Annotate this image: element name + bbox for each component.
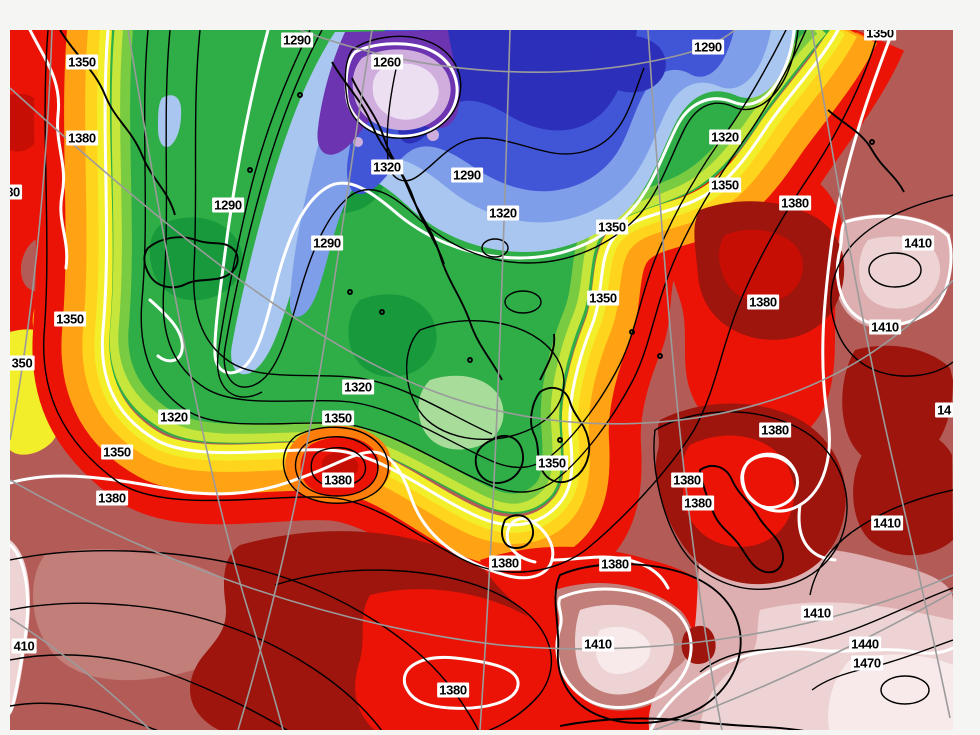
filled-regions (10, 30, 953, 730)
weather-map-canvas (10, 30, 953, 730)
map-image: 1350129012601380801320129012901290129013… (10, 30, 953, 730)
